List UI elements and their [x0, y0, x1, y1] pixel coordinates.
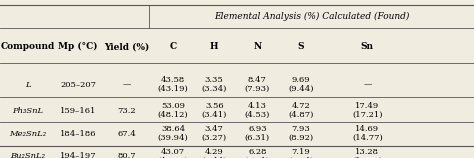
Text: Sn: Sn: [361, 42, 374, 51]
Text: 3.35
(3.34): 3.35 (3.34): [201, 76, 227, 93]
Text: Ph₃SnL: Ph₃SnL: [12, 107, 43, 115]
Text: 184–186: 184–186: [60, 130, 97, 137]
Text: 7.19
(7.94): 7.19 (7.94): [288, 148, 314, 158]
Text: 43.58
(43.19): 43.58 (43.19): [158, 76, 188, 93]
Text: 13.28
(12.28): 13.28 (12.28): [352, 148, 383, 158]
Text: Elemental Analysis (%) Calculated (Found): Elemental Analysis (%) Calculated (Found…: [214, 12, 410, 21]
Text: 17.49
(17.21): 17.49 (17.21): [352, 102, 383, 119]
Text: 3.47
(3.27): 3.47 (3.27): [201, 125, 227, 142]
Text: 4.13
(4.53): 4.13 (4.53): [245, 102, 270, 119]
Text: C: C: [169, 42, 177, 51]
Text: —: —: [123, 81, 131, 88]
Text: Bu₂SnL₂: Bu₂SnL₂: [10, 152, 45, 158]
Text: S: S: [298, 42, 304, 51]
Text: 8.47
(7.93): 8.47 (7.93): [245, 76, 270, 93]
Text: 194–197: 194–197: [60, 152, 97, 158]
Text: 4.72
(4.87): 4.72 (4.87): [288, 102, 314, 119]
Text: Compound: Compound: [0, 42, 55, 51]
Text: 205–207: 205–207: [60, 81, 96, 88]
Text: H: H: [210, 42, 219, 51]
Text: Yield (%): Yield (%): [104, 42, 150, 51]
Text: 73.2: 73.2: [118, 107, 137, 115]
Text: 159–161: 159–161: [60, 107, 96, 115]
Text: 6.28
(7.91): 6.28 (7.91): [245, 148, 270, 158]
Text: 38.64
(39.94): 38.64 (39.94): [158, 125, 188, 142]
Text: 3.56
(3.41): 3.56 (3.41): [201, 102, 227, 119]
Text: 4.29
(3.44): 4.29 (3.44): [201, 148, 227, 158]
Text: 43.07
(43.32): 43.07 (43.32): [158, 148, 188, 158]
Text: 6.93
(6.31): 6.93 (6.31): [245, 125, 270, 142]
Text: Mp (°C): Mp (°C): [58, 42, 98, 51]
Text: Me₂SnL₂: Me₂SnL₂: [9, 130, 46, 137]
Text: 80.7: 80.7: [118, 152, 137, 158]
Text: 53.09
(48.12): 53.09 (48.12): [158, 102, 188, 119]
Text: —: —: [363, 81, 372, 88]
Text: N: N: [253, 42, 262, 51]
Text: 67.4: 67.4: [118, 130, 137, 137]
Text: 14.69
(14.77): 14.69 (14.77): [352, 125, 383, 142]
Text: 7.93
(8.92): 7.93 (8.92): [288, 125, 314, 142]
Text: L: L: [25, 81, 30, 88]
Text: 9.69
(9.44): 9.69 (9.44): [288, 76, 314, 93]
